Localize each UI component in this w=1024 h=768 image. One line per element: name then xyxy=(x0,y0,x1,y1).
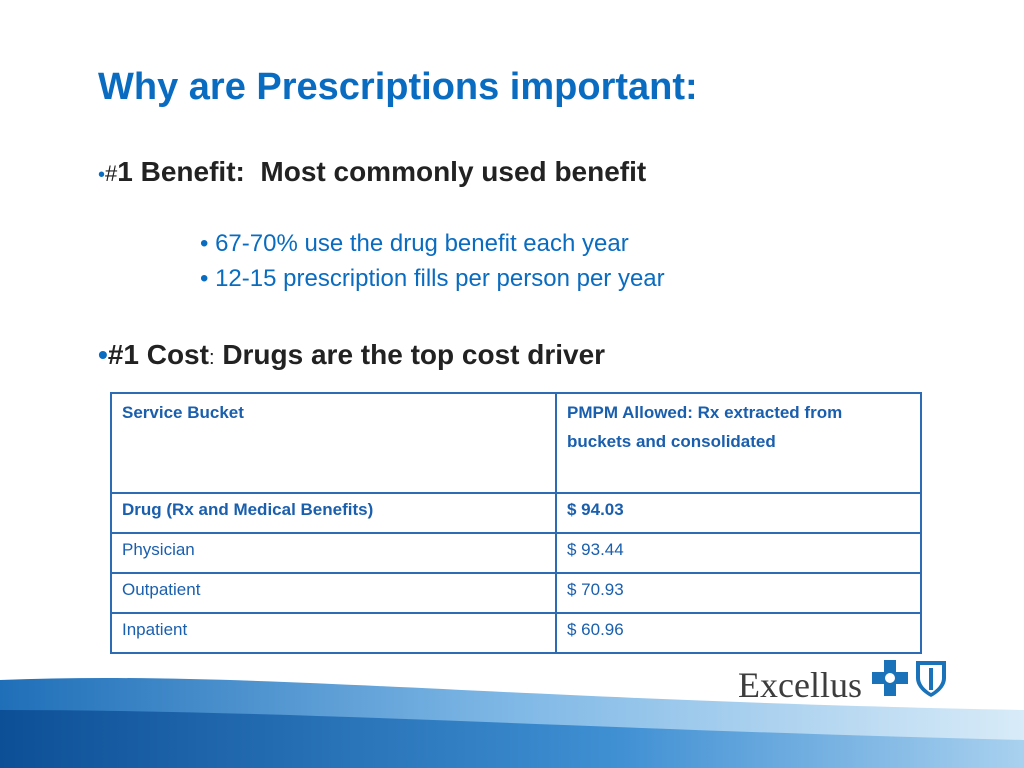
sub-bullet-text: 12-15 prescription fills per person per … xyxy=(215,265,665,292)
sub-bullet-text: 67-70% use the drug benefit each year xyxy=(215,230,629,257)
title: Why are Prescriptions important: xyxy=(98,66,698,108)
bullet-lead: #1 Cost xyxy=(107,339,209,370)
bullet-text: 1 Benefit: Most commonly used benefit xyxy=(117,156,647,187)
table-cell: Inpatient xyxy=(110,612,557,654)
wave-decoration xyxy=(0,677,1024,768)
table-header: Service Bucket PMPM Allowed: Rx extracte… xyxy=(110,392,922,494)
table-row: Drug (Rx and Medical Benefits) $ 94.03 xyxy=(110,492,922,534)
table-row: Physician $ 93.44 xyxy=(110,532,922,574)
cost-table: Service Bucket PMPM Allowed: Rx extracte… xyxy=(110,392,922,654)
table-cell: $ 60.96 xyxy=(555,612,922,654)
bullet: •#1 Benefit: Most commonly used benefit xyxy=(98,156,647,187)
logo-icons xyxy=(872,660,946,697)
table-cell: Drug (Rx and Medical Benefits) xyxy=(110,492,557,534)
table-cell: $ 70.93 xyxy=(555,572,922,614)
bullet-text: Drugs are the top cost driver xyxy=(222,339,606,370)
table-cell: $ 93.44 xyxy=(555,532,922,574)
bullet-separator: : xyxy=(208,347,215,369)
table-cell: Physician xyxy=(110,532,557,574)
table-row: Outpatient $ 70.93 xyxy=(110,572,922,614)
bullet-marker: # xyxy=(105,161,118,186)
sub-bullet: • 12-15 prescription fills per person pe… xyxy=(200,265,665,292)
sub-bullet: • 67-70% use the drug benefit each year xyxy=(200,230,629,257)
table-cell: Outpatient xyxy=(110,572,557,614)
bullet: •#1 Cost: Drugs are the top cost driver xyxy=(98,339,606,370)
table-cell: $ 94.03 xyxy=(555,492,922,534)
header-cell: PMPM Allowed: Rx extracted from buckets … xyxy=(555,392,922,494)
logo-text: Excellus xyxy=(738,665,862,705)
header-cell: Service Bucket xyxy=(110,392,557,494)
table-row: Inpatient $ 60.96 xyxy=(110,612,922,654)
